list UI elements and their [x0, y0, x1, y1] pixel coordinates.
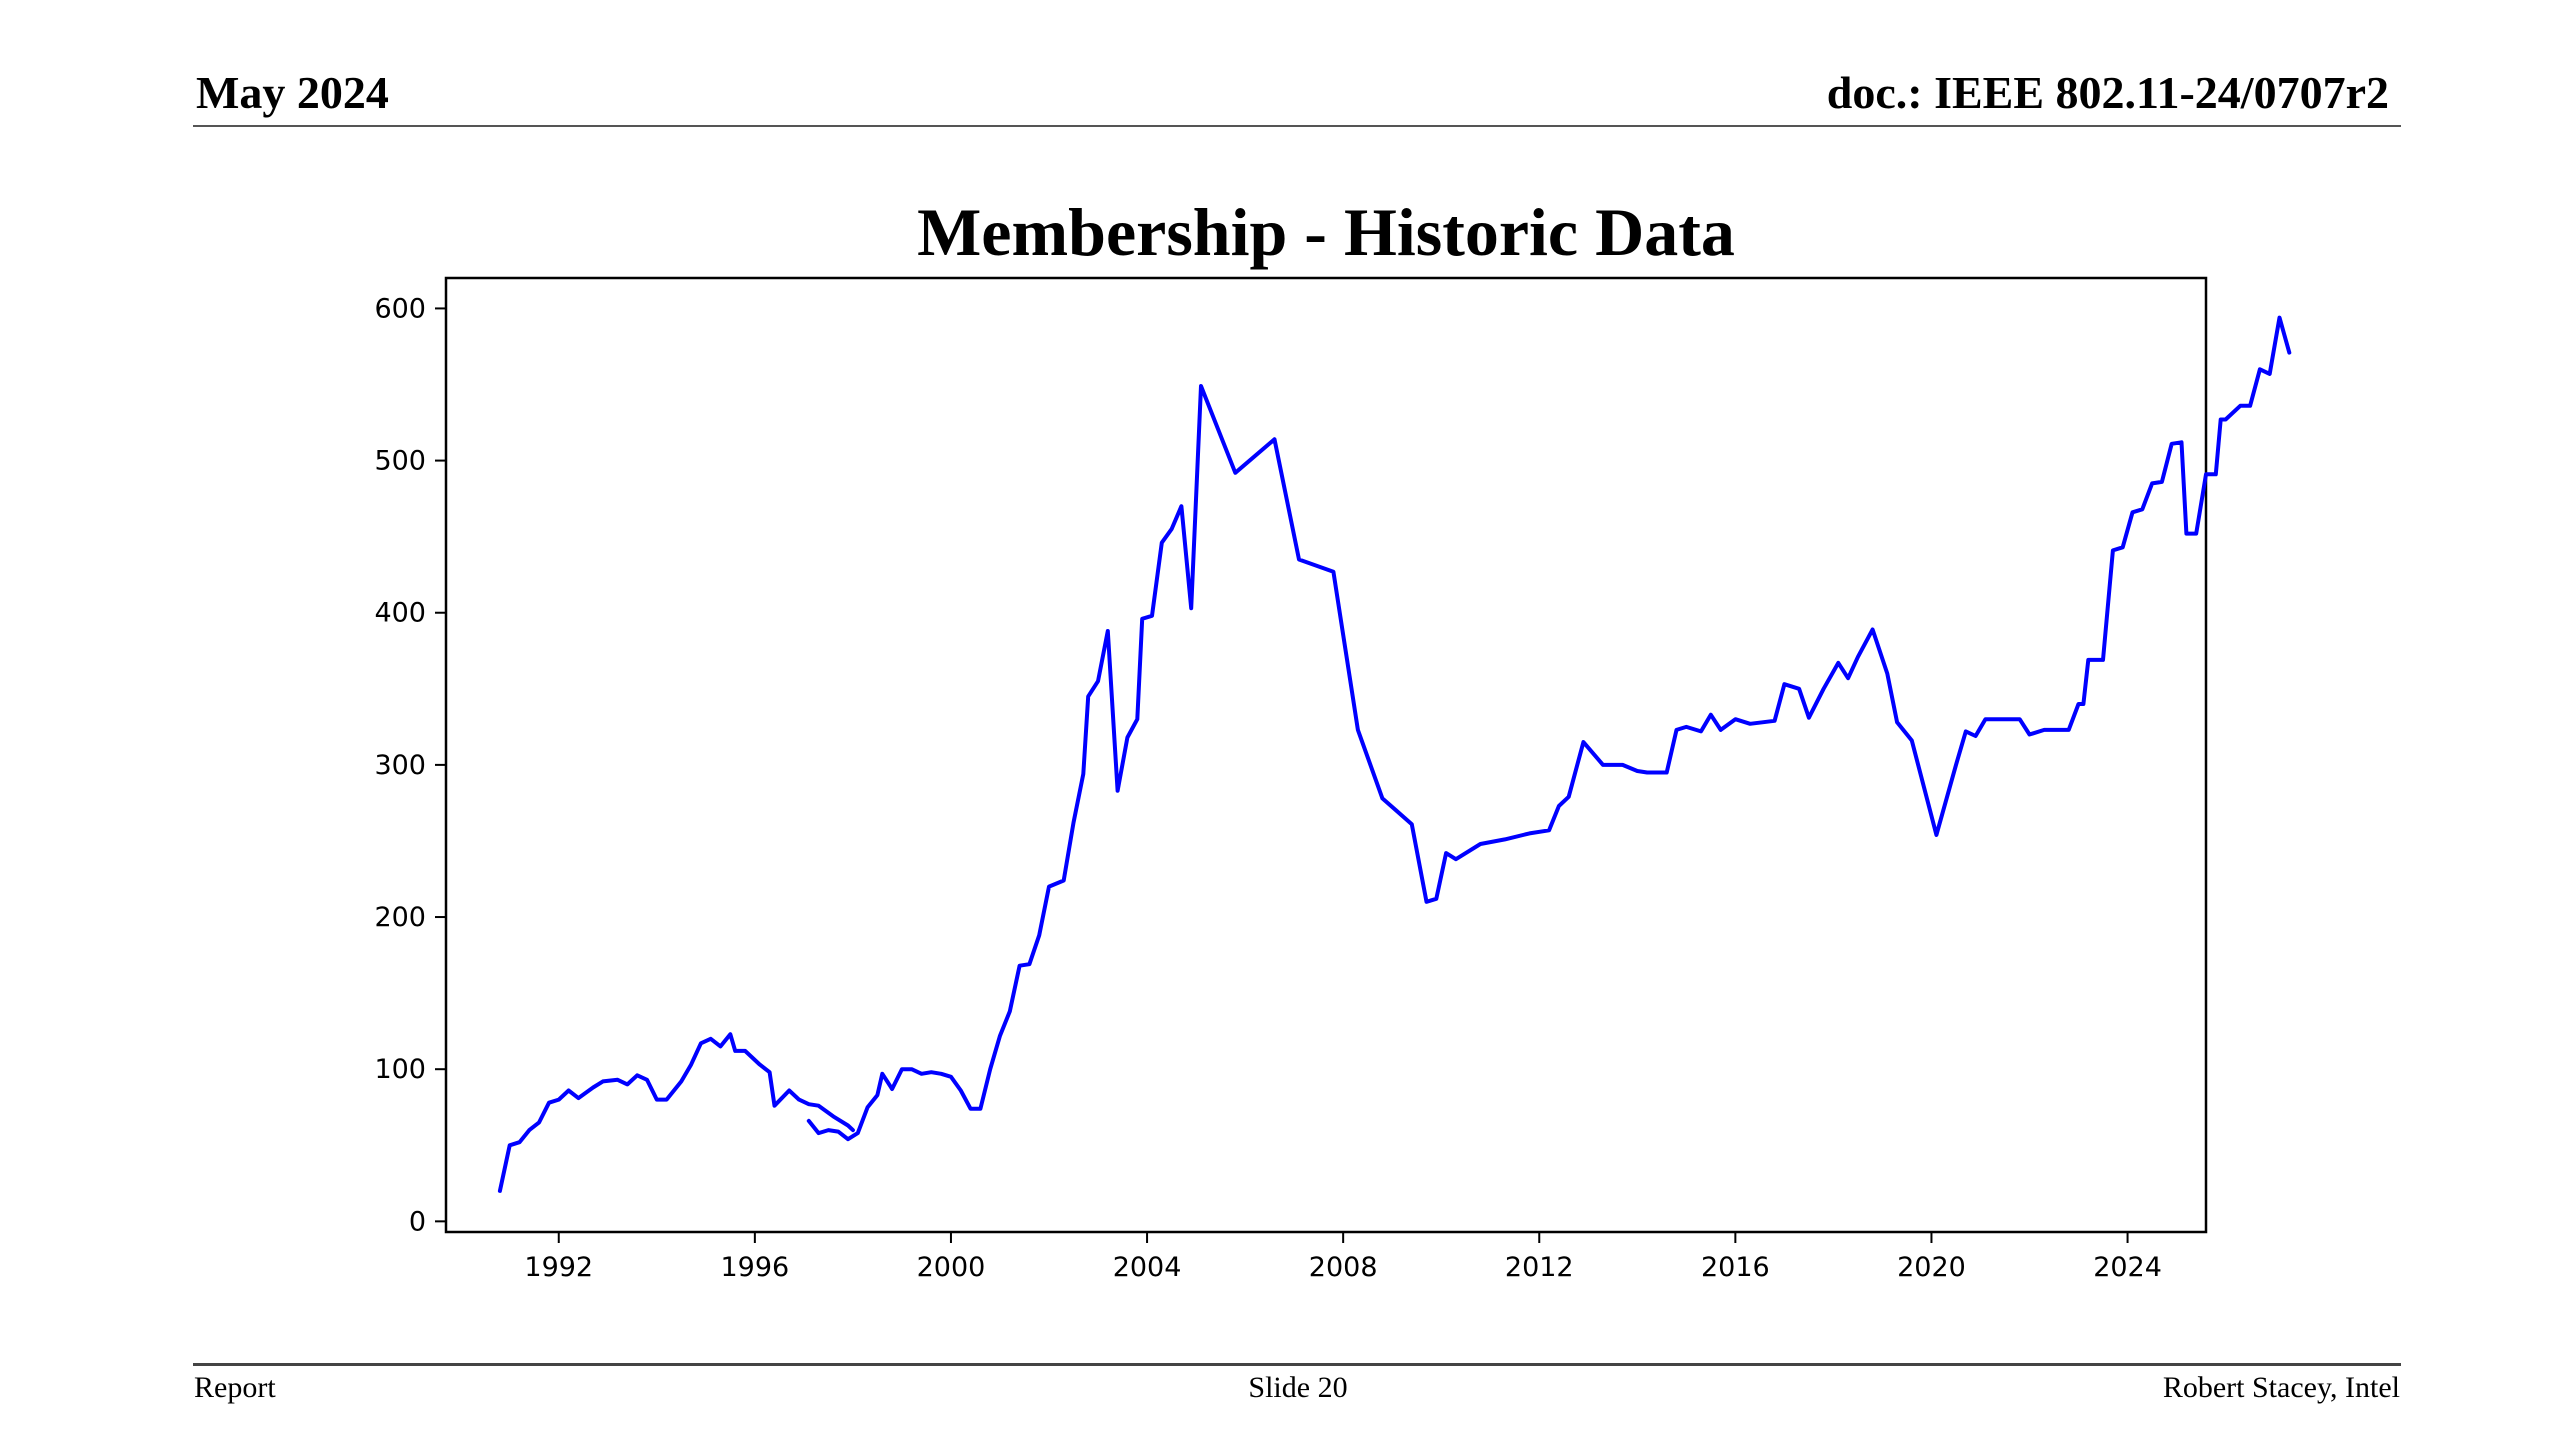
x-tick-label: 2008 [1309, 1252, 1378, 1283]
series-line [806, 315, 2292, 1142]
footer-slide-number: Slide 20 [1248, 1371, 1348, 1404]
x-tick-label: 2024 [2093, 1252, 2162, 1283]
x-tick-label: 1996 [720, 1252, 789, 1283]
y-tick-label: 400 [374, 598, 426, 629]
header-date: May 2024 [196, 67, 389, 118]
x-tick-label: 2000 [917, 1252, 986, 1283]
series-line [497, 1032, 855, 1193]
x-tick-label: 2012 [1505, 1252, 1574, 1283]
y-tick-label: 0 [409, 1206, 426, 1237]
series-layer [497, 315, 2292, 1193]
footer-author: Robert Stacey, Intel [2162, 1371, 2400, 1404]
y-tick-label: 100 [374, 1054, 426, 1085]
slide-title: Membership - Historic Data [917, 194, 1735, 270]
x-tick-label: 1992 [524, 1252, 593, 1283]
y-tick-label: 600 [374, 293, 426, 324]
x-tick-label: 2004 [1113, 1252, 1182, 1283]
y-tick-label: 200 [374, 902, 426, 933]
y-tick-label: 500 [374, 446, 426, 477]
y-tick-label: 300 [374, 750, 426, 781]
footer-rule [193, 1363, 2401, 1366]
y-axis: 0 100 200 300 400 500 600 [374, 293, 446, 1237]
footer-report: Report [194, 1371, 276, 1404]
x-tick-label: 2020 [1897, 1252, 1966, 1283]
header-doc-id: doc.: IEEE 802.11-24/0707r2 [1826, 67, 2389, 118]
x-axis: 1992 1996 2000 2004 2008 2012 2016 2020 2024 [524, 1232, 2162, 1283]
plot-frame [444, 276, 2208, 1234]
header-rule [193, 125, 2401, 127]
x-tick-label: 2016 [1701, 1252, 1770, 1283]
